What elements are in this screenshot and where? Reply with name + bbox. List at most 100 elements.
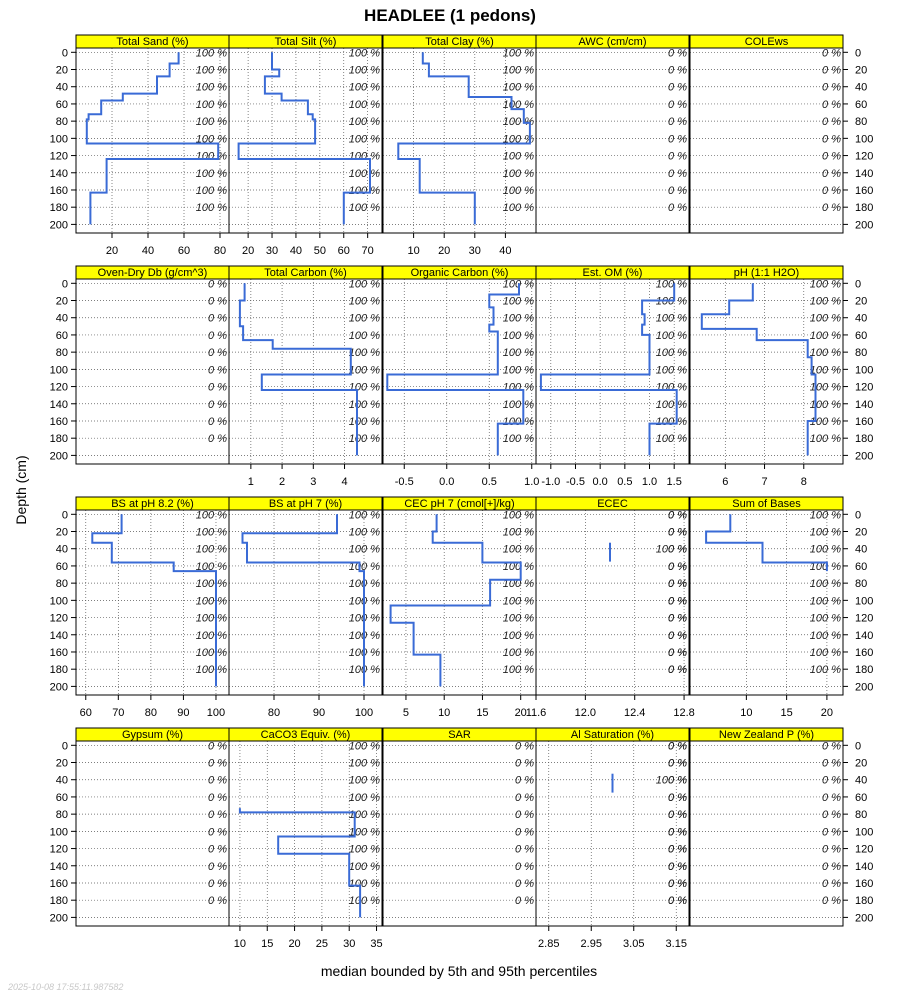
panel-title: AWC (cm/cm) — [578, 36, 646, 48]
y-tick-label: 60 — [56, 792, 68, 804]
coverage-label: 0 % — [668, 647, 687, 659]
coverage-label: 0 % — [208, 792, 227, 804]
coverage-label: 100 % — [503, 382, 534, 394]
coverage-label: 100 % — [349, 278, 380, 290]
coverage-label: 0 % — [822, 133, 841, 145]
panel-13: CEC pH 7 (cmol[+]/kg)100 %100 %100 %100 … — [382, 496, 537, 719]
coverage-label: 0 % — [668, 509, 687, 521]
coverage-label: 100 % — [810, 595, 841, 607]
coverage-label: 0 % — [822, 99, 841, 111]
coverage-label: 0 % — [822, 202, 841, 214]
coverage-label: 100 % — [349, 775, 380, 787]
coverage-label: 0 % — [668, 664, 687, 676]
coverage-label: 100 % — [349, 561, 380, 573]
x-tick-label: 0.5 — [482, 476, 497, 488]
panel-title: Total Clay (%) — [425, 36, 493, 48]
y-tick-label: 20 — [855, 296, 867, 308]
x-tick-label: 1 — [248, 476, 254, 488]
coverage-label: 100 % — [503, 578, 534, 590]
panel-6: Oven-Dry Db (g/cm^3)0 %0 %0 %0 %0 %0 %0 … — [50, 265, 230, 465]
y-tick-label: 60 — [56, 99, 68, 111]
coverage-label: 0 % — [668, 544, 687, 556]
y-tick-label: 180 — [50, 433, 68, 445]
coverage-label: 0 % — [208, 416, 227, 428]
x-tick-label: 20 — [515, 707, 527, 719]
coverage-label: 100 % — [656, 775, 687, 787]
y-tick-label: 200 — [50, 450, 68, 462]
coverage-label: 0 % — [668, 878, 687, 890]
coverage-label: 0 % — [822, 151, 841, 163]
coverage-label: 100 % — [349, 433, 380, 445]
coverage-label: 100 % — [349, 416, 380, 428]
median-profile-line — [238, 808, 362, 918]
coverage-label: 100 % — [503, 527, 534, 539]
coverage-label: 0 % — [822, 809, 841, 821]
panel-frame — [689, 509, 844, 696]
coverage-label: 0 % — [822, 861, 841, 873]
panel-frame — [689, 740, 844, 927]
coverage-label: 0 % — [668, 509, 687, 521]
x-tick-label: 70 — [112, 707, 124, 719]
y-tick-label: 40 — [855, 544, 867, 556]
x-tick-label: 12.4 — [624, 707, 645, 719]
median-profile-line — [389, 514, 522, 687]
coverage-label: 100 % — [810, 296, 841, 308]
y-tick-label: 140 — [855, 861, 873, 873]
coverage-label: 0 % — [208, 364, 227, 376]
y-tick-label: 140 — [50, 630, 68, 642]
x-tick-label: 20 — [242, 245, 254, 257]
x-tick-label: 60 — [80, 707, 92, 719]
coverage-label: 0 % — [208, 861, 227, 873]
x-tick-label: 100 — [207, 707, 225, 719]
panel-title: CaCO3 Equiv. (%) — [261, 729, 351, 741]
y-tick-label: 20 — [855, 527, 867, 539]
coverage-label: 100 % — [656, 382, 687, 394]
coverage-label: 100 % — [349, 509, 380, 521]
panel-18: SAR 0 % 0 % 0 % 0 % 0 % 0 % 0 % 0 % 0 % 0 % — [382, 727, 537, 927]
y-tick-label: 100 — [50, 595, 68, 607]
y-axis-label: Depth (cm) — [13, 455, 29, 524]
coverage-label: 100 % — [349, 133, 380, 145]
y-tick-label: 180 — [50, 664, 68, 676]
coverage-label: 0 % — [668, 740, 687, 752]
x-tick-label: 30 — [469, 245, 481, 257]
x-tick-label: 10 — [438, 707, 450, 719]
y-tick-label: 180 — [50, 202, 68, 214]
x-tick-label: 90 — [177, 707, 189, 719]
y-tick-label: 0 — [62, 47, 68, 59]
y-tick-label: 0 — [855, 278, 861, 290]
panel-4: AWC (cm/cm) 0 % 0 % 0 % 0 % 0 % 0 % 0 % 0 % 0 % 0 … — [535, 34, 690, 234]
coverage-label: 0 % — [515, 809, 534, 821]
coverage-label: 100 % — [810, 364, 841, 376]
coverage-label: 0 % — [668, 185, 687, 197]
panel-frame — [689, 278, 844, 465]
coverage-label: 0 % — [668, 895, 687, 907]
coverage-label: 100 % — [196, 544, 227, 556]
timestamp: 2025-10-08 17:55:11.987582 — [7, 982, 123, 992]
coverage-label: 0 % — [515, 895, 534, 907]
coverage-label: 0 % — [668, 758, 687, 770]
chart-title: HEADLEE (1 pedons) — [364, 6, 536, 25]
panel-frame — [228, 47, 383, 234]
x-tick-label: 10 — [407, 245, 419, 257]
y-tick-label: 100 — [855, 364, 873, 376]
panel-title: BS at pH 7 (%) — [269, 498, 342, 510]
x-tick-label: 40 — [142, 245, 154, 257]
coverage-label: 100 % — [503, 185, 534, 197]
y-tick-label: 60 — [855, 561, 867, 573]
coverage-label: 100 % — [656, 296, 687, 308]
coverage-label: 100 % — [349, 382, 380, 394]
panel-frame — [535, 47, 690, 234]
coverage-label: 100 % — [656, 433, 687, 445]
coverage-label: 0 % — [668, 613, 687, 625]
coverage-label: 0 % — [208, 809, 227, 821]
y-tick-label: 80 — [56, 116, 68, 128]
panel-frame — [75, 740, 230, 927]
panel-title: CEC pH 7 (cmol[+]/kg) — [404, 498, 514, 510]
y-tick-label: 140 — [855, 168, 873, 180]
coverage-label: 0 % — [208, 330, 227, 342]
y-tick-label: 180 — [50, 895, 68, 907]
coverage-label: 100 % — [503, 433, 534, 445]
y-tick-label: 180 — [855, 202, 873, 214]
coverage-label: 0 % — [668, 809, 687, 821]
